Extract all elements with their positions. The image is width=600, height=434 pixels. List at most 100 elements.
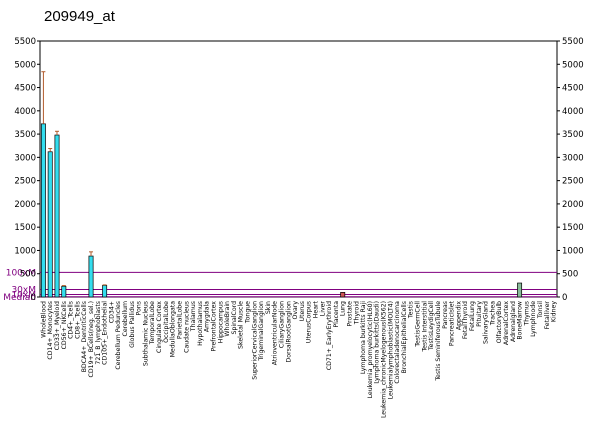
y-right-tick-label: 2500 bbox=[562, 177, 584, 187]
category-label: TestisGermCell bbox=[415, 301, 422, 348]
y-right-tick-label: 5000 bbox=[562, 60, 584, 70]
category-label: PrefrontalCortex bbox=[210, 301, 217, 352]
bar bbox=[40, 123, 46, 298]
y-tick-label: 5000 bbox=[14, 60, 36, 70]
category-label: Uterus bbox=[299, 301, 306, 321]
y-right-tick-label: 4000 bbox=[562, 107, 584, 117]
category-label: Cerebellum Peduncles bbox=[115, 301, 122, 370]
y-tick-label: 4000 bbox=[14, 107, 36, 117]
category-label: CD34+ bbox=[108, 301, 115, 323]
y-right-tick-label: 4500 bbox=[562, 84, 584, 94]
category-label: Lymphnode bbox=[530, 301, 537, 337]
category-label: Trachea bbox=[489, 301, 496, 326]
category-label: Placenta bbox=[333, 301, 340, 328]
category-label: Cingulate Cortex bbox=[156, 301, 163, 353]
category-label: FetalThyroid bbox=[462, 301, 469, 339]
category-label: MedullaOblongata bbox=[170, 301, 177, 358]
y-right-tick-label: 2000 bbox=[562, 200, 584, 210]
category-label: DorsalRootGanglion bbox=[285, 301, 292, 363]
category-label: Leukemia_chronicMyelogenous(K562) bbox=[381, 301, 388, 418]
category-label: CD71+_EarlyErythroid bbox=[326, 301, 333, 370]
category-label: BronchialEpithelialCells bbox=[401, 301, 408, 373]
category-label: Heart bbox=[313, 300, 320, 318]
reference-line-label: 30xM bbox=[11, 286, 36, 296]
category-label: Liver bbox=[319, 301, 326, 317]
bar bbox=[47, 151, 53, 298]
category-label: Lymphoma burkitts(Daudi) bbox=[374, 301, 381, 384]
category-label: WholeBlood bbox=[40, 301, 47, 338]
category-label: OccipitalLobe bbox=[163, 301, 170, 343]
category-label: FetalLung bbox=[469, 301, 476, 331]
y-right-tick-label: 1500 bbox=[562, 223, 584, 233]
category-label: BoneMarrow bbox=[517, 301, 524, 340]
plot-border bbox=[39, 40, 558, 298]
y-tick-label: 500 bbox=[20, 270, 36, 280]
category-label: Colorectaladenocarcinoma bbox=[394, 301, 401, 384]
y-tick-label: 3500 bbox=[14, 130, 36, 140]
category-label: SpinalCord bbox=[231, 301, 238, 335]
category-label: WholeBrain bbox=[224, 301, 231, 337]
axis-ticks: 0 500 1000 1500 2000 2500 3000 3500 4000 4500 5000… bbox=[14, 37, 583, 303]
category-label: Leukemia_promyelocytic(HL60) bbox=[367, 301, 374, 398]
category-label: SalivaryGland bbox=[483, 301, 490, 344]
category-label: Caudate nucleus bbox=[183, 301, 190, 353]
category-label: TemporalLobe bbox=[149, 301, 156, 345]
category-label: Globus Pallidus bbox=[129, 301, 136, 348]
bar bbox=[88, 255, 94, 298]
y-right-tick-label: 1000 bbox=[562, 246, 584, 256]
category-label: Testis Interstitial bbox=[421, 301, 428, 353]
category-label: Lung bbox=[340, 301, 347, 316]
y-tick-label: 2000 bbox=[14, 200, 36, 210]
plot-frame bbox=[39, 40, 558, 298]
highlight-bar bbox=[340, 291, 346, 298]
bar bbox=[54, 134, 60, 298]
category-labels: WholeBlood CD14+_Monocytes CD33+_Myeloid CD… bbox=[40, 300, 557, 418]
highlight-bar bbox=[517, 282, 523, 298]
category-label: Subthalamic Nucleus bbox=[142, 301, 149, 366]
bar bbox=[61, 285, 67, 298]
category-label: Fetalliver bbox=[544, 301, 551, 330]
y-tick-label: 2500 bbox=[14, 177, 36, 187]
category-label: Testis bbox=[408, 301, 415, 319]
category-label: OlfactoryBulb bbox=[496, 301, 503, 343]
category-label: PancreaticIslet bbox=[449, 300, 456, 346]
category-label: Thymus bbox=[523, 301, 530, 327]
category-label: BDCA4+_DentriticCells bbox=[81, 301, 88, 372]
category-label: Cerebellum bbox=[122, 301, 129, 336]
y-right-tick-label: 3500 bbox=[562, 130, 584, 140]
y-tick-label: 1500 bbox=[14, 223, 36, 233]
category-label: CD4+_Tcells bbox=[68, 301, 75, 339]
y-tick-label: 5500 bbox=[14, 37, 36, 47]
category-label: Hippocampus bbox=[217, 301, 224, 343]
category-label: Appendix bbox=[455, 301, 462, 330]
reference-line-label: 10xM bbox=[11, 290, 36, 300]
category-label: CD19+_BCells(neg._sel.) bbox=[88, 301, 95, 377]
category-label: AdrenalCortex bbox=[503, 301, 510, 345]
reference-line-label: 100xM bbox=[6, 268, 36, 278]
category-label: Hypothalamus bbox=[197, 301, 204, 346]
category-label: ParietalLobe bbox=[176, 301, 183, 339]
y-right-tick-label: 3000 bbox=[562, 153, 584, 163]
bar bbox=[102, 285, 108, 298]
category-label: Lymphoma burkitts Raji bbox=[360, 301, 367, 374]
category-label: TrigeminalGanglion bbox=[258, 301, 265, 362]
category-label: 721_B_lymphoblasts bbox=[95, 301, 102, 365]
category-label: CiliaryGanglion bbox=[278, 301, 285, 348]
category-label: Prostate bbox=[347, 301, 354, 327]
y-right-tick-label: 0 bbox=[562, 293, 567, 303]
category-label: Testis SeminiferousTubule bbox=[435, 301, 442, 382]
category-label: Skeletal Muscle bbox=[238, 301, 245, 349]
category-label: Ovary bbox=[292, 301, 299, 320]
category-label: Pancreas bbox=[442, 301, 449, 329]
category-label: SuperiorCervicalGanglion bbox=[251, 301, 258, 380]
category-label: Tongue bbox=[244, 301, 251, 324]
y-right-tick-label: 5500 bbox=[562, 37, 584, 47]
category-label: Kidney bbox=[551, 301, 558, 322]
category-label: CD56+_NKCells bbox=[61, 301, 68, 349]
category-label: CD8+_Tcells bbox=[74, 301, 81, 339]
category-label: Pituitary bbox=[476, 301, 483, 327]
reference-line-label: Median bbox=[3, 293, 36, 303]
category-label: Skin bbox=[265, 301, 272, 314]
